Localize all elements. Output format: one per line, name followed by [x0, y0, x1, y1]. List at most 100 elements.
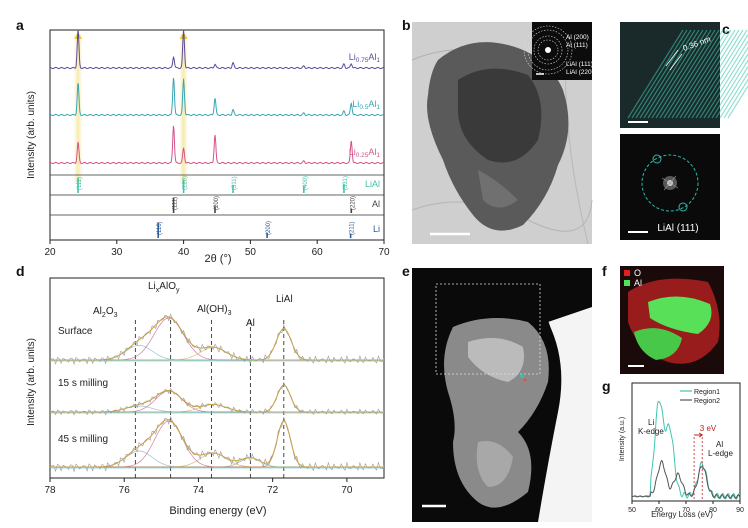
eels-shift-label: 3 eV	[700, 424, 717, 433]
xps-envelope-2	[50, 419, 384, 468]
saed-ring	[527, 29, 569, 71]
panel-label-g: g	[602, 378, 611, 394]
panel-label-a: a	[16, 17, 24, 33]
xrd-series-label-2: Li0.25Al1	[349, 147, 381, 159]
xrd-ref-hkl: (400)	[303, 176, 309, 190]
hrtem-fringe	[699, 40, 748, 119]
xps-label-al2o3: Al2O3	[93, 306, 118, 319]
eels-legend-label-1: Region2	[694, 398, 720, 405]
hrtem-fringe	[659, 29, 716, 119]
hrtem-fringe	[707, 52, 748, 119]
hrtem-fringe	[687, 29, 744, 119]
xrd-xtick-label: 40	[178, 247, 190, 258]
xrd-ref-hkl: (110)	[157, 221, 163, 235]
xps-xlabel: Binding energy (eV)	[169, 505, 266, 517]
xrd-xlabel: 2θ (°)	[204, 253, 231, 265]
hrtem-fringe	[667, 29, 724, 119]
xps-chart: d Intensity (arb. units) Binding energy …	[16, 263, 385, 517]
eels-xtick-label: 50	[628, 507, 636, 514]
hrtem-fringe	[683, 29, 740, 119]
xps-label-al: Al	[246, 318, 255, 329]
tem-image-panel: b Al (200) Al (111) LiAl (111) LiAl (220…	[402, 17, 594, 245]
xrd-series-label-1: Li0.5Al1	[352, 99, 380, 111]
xrd-ref-hkl: (311)	[232, 176, 238, 190]
fft-spot-1	[652, 154, 662, 164]
hrtem-fringe	[643, 29, 700, 119]
stem-image-panel: e	[402, 263, 592, 522]
hrtem-fringe	[651, 29, 708, 119]
hrtem-fringe	[703, 46, 748, 119]
xps-series-label-2: 45 s milling	[58, 434, 108, 445]
xrd-pattern-2	[49, 125, 385, 165]
xrd-xtick-label: 60	[312, 247, 324, 258]
xrd-ref-hkl: (111)	[173, 197, 179, 210]
xps-series-label-1: 15 s milling	[58, 378, 108, 389]
xps-label-lixaloy: LixAlOy	[148, 281, 180, 294]
xrd-ref-hkl: (211)	[350, 221, 356, 235]
saed-label-al111: Al (111)	[566, 42, 588, 49]
eels-ylabel: Intensity (a.u.)	[619, 417, 626, 461]
eels-chart: g Intensity (a.u.) Energy Loss (eV) 50 60…	[602, 378, 744, 519]
eels-xtick-label: 70	[682, 507, 690, 514]
fft-ring	[641, 154, 699, 212]
hrtem-fringe	[695, 33, 748, 119]
hrtem-fringe	[711, 59, 748, 119]
xps-envelope-0	[50, 316, 384, 361]
xrd-ref-hkl: (200)	[266, 221, 272, 235]
xps-component	[50, 390, 384, 413]
xps-frame	[49, 277, 385, 479]
xps-component	[50, 404, 384, 413]
hrtem-fringe	[631, 29, 688, 119]
fft-label: LiAl (111)	[657, 223, 698, 234]
xrd-ref-hkl: (111)	[77, 177, 83, 190]
hrtem-panel: c 0.36 nm LiAl (111)	[620, 21, 748, 240]
hrtem-fringe	[635, 29, 692, 119]
xps-component	[50, 384, 384, 413]
saed-ring	[537, 39, 559, 61]
xps-xtick-label: 78	[44, 485, 56, 496]
xps-series-label-0: Surface	[58, 326, 93, 337]
xps-label-lial: LiAl	[276, 294, 293, 305]
saed-label-al200: Al (200)	[566, 34, 589, 41]
hrtem-fringe	[647, 29, 704, 119]
saed-label-lial111: LiAl (111)	[566, 61, 593, 68]
eels-xlabel: Energy Loss (eV)	[651, 510, 713, 519]
xrd-pattern-1	[49, 77, 385, 117]
eels-legend-label-0: Region1	[694, 389, 720, 396]
hrtem-fringe	[675, 29, 732, 119]
xrd-xtick-label: 50	[245, 247, 257, 258]
eels-li-label: Li K-edge	[638, 418, 664, 436]
saed-center	[545, 47, 551, 53]
saed-label-lial220: LiAl (220)	[566, 69, 594, 76]
stem-region1-marker	[520, 374, 524, 378]
hrtem-fringe	[691, 29, 748, 119]
panel-label-f: f	[602, 263, 607, 279]
xrd-ref-hkl: (331)	[343, 176, 349, 190]
xrd-xtick-label: 20	[44, 247, 56, 258]
eels-shift-arrow	[694, 432, 704, 438]
fft-spot-2	[678, 202, 688, 212]
xps-label-aloh3: Al(OH)3	[197, 304, 232, 317]
edx-legend-al: Al	[634, 278, 642, 288]
edx-legend-al-swatch	[624, 280, 630, 286]
hrtem-fringe	[639, 29, 696, 119]
xrd-xtick-label: 70	[378, 247, 390, 258]
eels-xtick-label: 90	[736, 507, 744, 514]
stem-region2-marker	[523, 378, 527, 382]
xrd-highlight-0	[74, 34, 83, 184]
xrd-ylabel: Intensity (arb. units)	[26, 91, 37, 179]
xrd-pattern-0	[49, 29, 385, 70]
hrtem-fringe	[727, 84, 748, 119]
edx-map-panel: f O Al	[602, 263, 724, 374]
hrtem-fringe	[715, 65, 748, 119]
hrtem-fringe	[671, 29, 728, 119]
xps-xtick-label: 76	[119, 485, 131, 496]
edx-legend-o: O	[634, 268, 641, 278]
panel-label-d: d	[16, 263, 25, 279]
xrd-chart: a Intensity (arb. units) 2θ (°) 20 30 40 50…	[16, 17, 390, 265]
xps-xtick-label: 72	[267, 485, 279, 496]
xps-xtick-label: 70	[341, 485, 353, 496]
hrtem-fringe	[679, 29, 736, 119]
edx-al-region	[648, 296, 712, 334]
hrtem-fringe	[655, 29, 712, 119]
